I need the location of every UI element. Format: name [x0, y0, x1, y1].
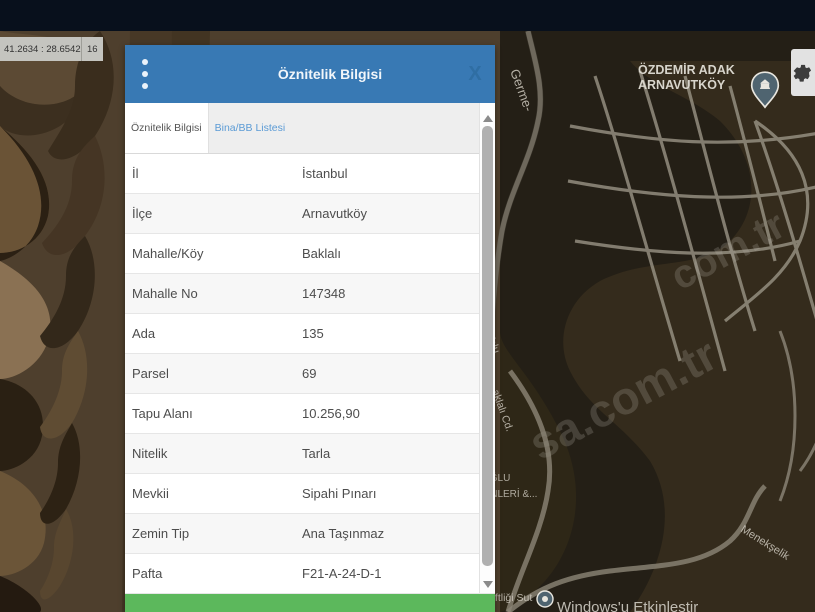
svg-text:ÖZDEMİR ADAK: ÖZDEMİR ADAK: [638, 62, 735, 77]
svg-text:ARNAVUTKÖY: ARNAVUTKÖY: [638, 77, 726, 92]
svg-text:Windows'u Etkinleştir: Windows'u Etkinleştir: [557, 599, 698, 612]
